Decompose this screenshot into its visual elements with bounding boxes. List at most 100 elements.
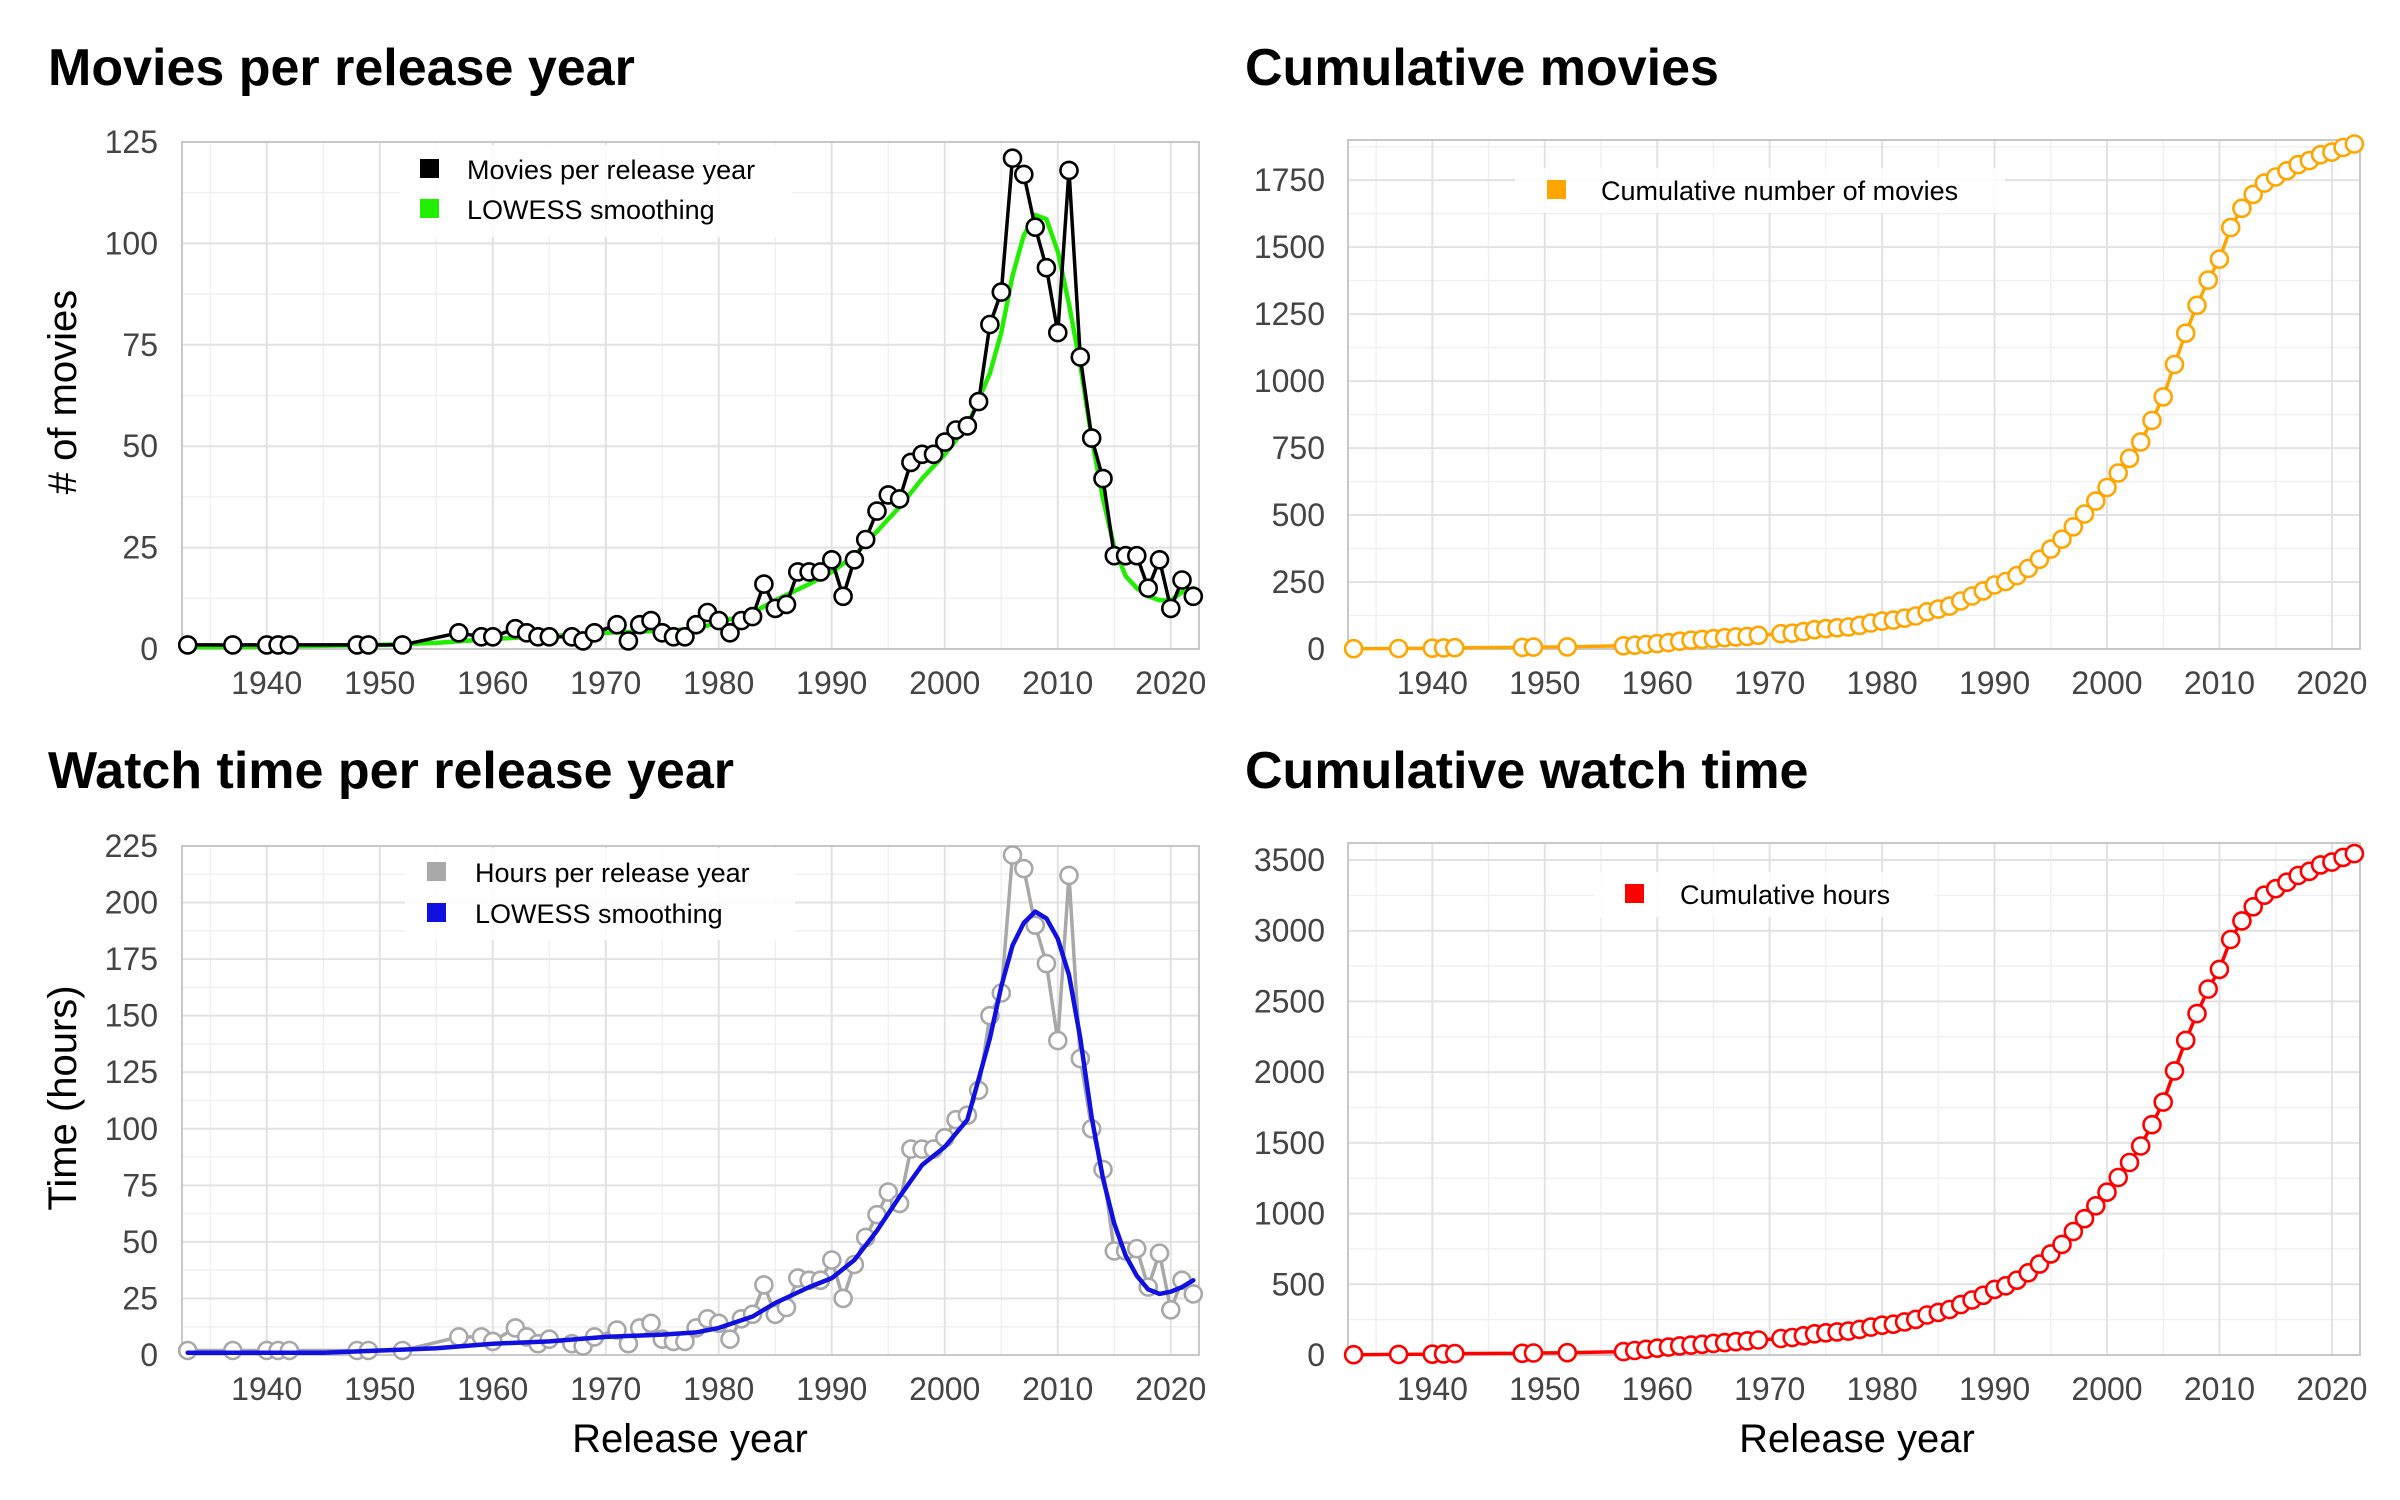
- panel-watch-time: Watch time per release year Time (hours)…: [41, 742, 1206, 1461]
- data-point: [2164, 354, 2185, 375]
- data-point: [1343, 1344, 1364, 1365]
- data-point: [2119, 1152, 2140, 1173]
- y-tick-label: 750: [1272, 430, 1325, 466]
- plot-frame: [181, 845, 1200, 1356]
- plot-frame: [181, 141, 1200, 650]
- data-point: [878, 1182, 899, 1202]
- data-point: [2153, 387, 2173, 407]
- data-point: [2130, 432, 2151, 452]
- data-point: [1059, 160, 1079, 181]
- x-tick-label: 2010: [2184, 1371, 2255, 1407]
- x-tick-label: 2020: [1135, 1371, 1206, 1407]
- y-tick-label: 1750: [1254, 162, 1325, 198]
- x-axis-label: Release year: [572, 1417, 808, 1461]
- data-point: [2086, 1196, 2106, 1216]
- data-point: [1149, 1243, 1170, 1263]
- y-tick-label: 100: [105, 1111, 158, 1147]
- y-tick-label: 2500: [1254, 983, 1325, 1019]
- data-point: [1081, 428, 1102, 448]
- data-point: [1557, 637, 1578, 657]
- data-point: [923, 444, 944, 465]
- panel-title: Cumulative movies: [1245, 39, 1719, 97]
- x-tick-label: 2010: [2184, 665, 2255, 701]
- data-point: [1048, 1030, 1068, 1051]
- legend: Movies per release year LOWESS smoothing: [400, 145, 792, 237]
- data-point: [2187, 295, 2207, 316]
- data-point: [1388, 1344, 1409, 1365]
- data-point: [2232, 198, 2252, 219]
- legend-swatch: [420, 159, 439, 178]
- data-point: [279, 635, 300, 655]
- data-point: [1445, 637, 1465, 658]
- data-point: [392, 635, 413, 655]
- data-point: [821, 549, 842, 570]
- data-point: [991, 282, 1012, 302]
- data-point: [821, 1250, 842, 1270]
- x-tick-label: 1970: [570, 665, 641, 701]
- data-point: [177, 635, 198, 655]
- data-point: [607, 614, 627, 635]
- data-point: [2198, 270, 2218, 290]
- x-tick-label: 1960: [457, 665, 528, 701]
- y-axis-label: Time (hours): [41, 985, 85, 1210]
- data-point: [2209, 249, 2230, 270]
- data-point: [618, 631, 639, 651]
- y-tick-label: 1000: [1254, 363, 1325, 399]
- legend-label: Cumulative number of movies: [1601, 176, 1958, 206]
- data-point: [1523, 637, 1544, 657]
- data-point: [1138, 578, 1158, 599]
- data-point: [641, 1313, 661, 1334]
- data-point: [1013, 164, 1034, 185]
- x-tick-label: 1980: [1847, 665, 1918, 701]
- x-tick-label: 1990: [796, 1371, 867, 1407]
- data-point: [2063, 516, 2084, 537]
- data-point: [867, 501, 887, 521]
- panel-title: Cumulative watch time: [1245, 742, 1808, 800]
- legend: Cumulative number of movies: [1515, 168, 2005, 213]
- x-tick-label: 2000: [2071, 1371, 2142, 1407]
- y-tick-label: 250: [1272, 564, 1325, 600]
- legend-box: [400, 145, 792, 237]
- y-tick-label: 150: [105, 998, 158, 1034]
- data-point: [2220, 217, 2241, 238]
- data-point: [2175, 323, 2196, 344]
- data-point: [1388, 638, 1409, 659]
- legend-box: [1595, 872, 1935, 917]
- data-point: [2187, 1003, 2207, 1024]
- legend-swatch: [427, 903, 446, 922]
- data-point: [2097, 477, 2117, 498]
- data-point: [2119, 448, 2140, 469]
- data-point: [1002, 845, 1023, 865]
- data-point: [1025, 915, 1045, 936]
- panel-cumulative-watch-time: Cumulative watch time Release year 1940 1…: [1245, 742, 2367, 1461]
- data-point: [2130, 1136, 2151, 1156]
- legend-label: Cumulative hours: [1680, 880, 1890, 910]
- data-point: [2344, 134, 2365, 154]
- data-point: [2074, 1208, 2095, 1229]
- series: [177, 845, 1204, 1361]
- x-tick-label: 1990: [1959, 1371, 2030, 1407]
- x-tick-label: 2000: [909, 1371, 980, 1407]
- data-point: [686, 614, 706, 635]
- legend-swatch: [1547, 180, 1566, 199]
- y-tick-label: 1500: [1254, 229, 1325, 265]
- legend-swatch: [420, 199, 439, 218]
- x-axis-label: Release year: [1739, 1417, 1975, 1461]
- legend: Cumulative hours: [1595, 872, 1935, 917]
- y-tick-label: 2000: [1254, 1054, 1325, 1090]
- data-point: [2164, 1061, 2185, 1081]
- data-point: [2108, 1167, 2128, 1188]
- data-point: [1161, 598, 1181, 619]
- x-tick-label: 1950: [1509, 1371, 1580, 1407]
- x-tick-label: 1970: [1734, 665, 1805, 701]
- y-tick-label: 1500: [1254, 1125, 1325, 1161]
- panel-title: Watch time per release year: [48, 742, 734, 800]
- y-tick-label: 0: [1307, 631, 1325, 667]
- x-tick-label: 1980: [683, 1371, 754, 1407]
- series: [1343, 843, 2365, 1365]
- data-point: [776, 594, 797, 615]
- x-tick-label: 2010: [1022, 665, 1093, 701]
- series-line: [1351, 851, 2357, 1357]
- y-tick-label: 0: [140, 631, 158, 667]
